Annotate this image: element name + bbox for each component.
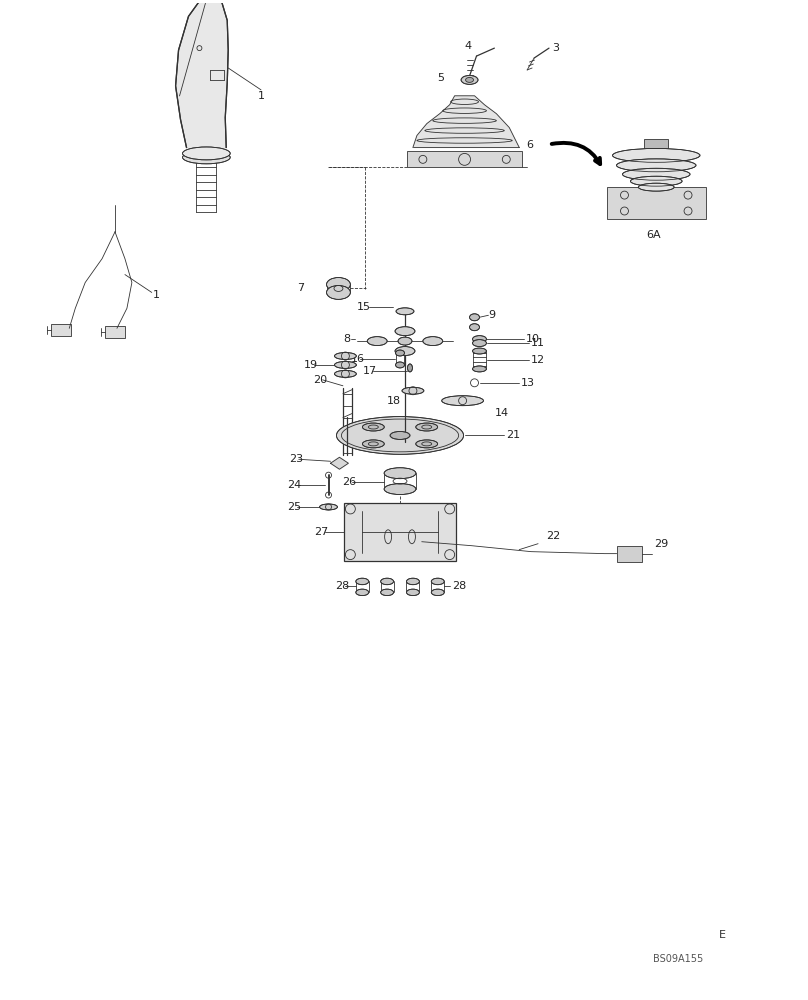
Ellipse shape bbox=[384, 468, 416, 479]
Ellipse shape bbox=[335, 370, 356, 377]
Text: 14: 14 bbox=[494, 408, 508, 418]
Text: 6A: 6A bbox=[646, 230, 661, 240]
Text: 10: 10 bbox=[526, 334, 541, 344]
Text: 28: 28 bbox=[452, 581, 466, 591]
Text: 1: 1 bbox=[258, 91, 265, 101]
FancyBboxPatch shape bbox=[617, 546, 642, 562]
Text: 18: 18 bbox=[387, 396, 402, 406]
Text: 11: 11 bbox=[531, 338, 545, 348]
Text: 8: 8 bbox=[343, 334, 351, 344]
Text: 24: 24 bbox=[287, 480, 301, 490]
Text: E: E bbox=[719, 930, 726, 940]
Polygon shape bbox=[330, 457, 348, 469]
Ellipse shape bbox=[465, 77, 473, 82]
FancyBboxPatch shape bbox=[644, 139, 668, 149]
Text: 20: 20 bbox=[313, 375, 326, 385]
Ellipse shape bbox=[320, 504, 338, 510]
Text: 29: 29 bbox=[654, 539, 668, 549]
Ellipse shape bbox=[442, 396, 483, 406]
Text: 19: 19 bbox=[304, 360, 318, 370]
Text: 25: 25 bbox=[287, 502, 301, 512]
Text: 12: 12 bbox=[531, 355, 545, 365]
Ellipse shape bbox=[381, 578, 393, 585]
Text: 27: 27 bbox=[314, 527, 329, 537]
Ellipse shape bbox=[416, 423, 438, 431]
Ellipse shape bbox=[390, 431, 410, 439]
Ellipse shape bbox=[326, 285, 351, 299]
Text: BS09A155: BS09A155 bbox=[654, 954, 704, 964]
Text: 23: 23 bbox=[288, 454, 303, 464]
Ellipse shape bbox=[431, 578, 444, 585]
FancyBboxPatch shape bbox=[407, 151, 522, 167]
Ellipse shape bbox=[473, 340, 486, 347]
Ellipse shape bbox=[416, 440, 438, 448]
Polygon shape bbox=[175, 0, 228, 147]
Text: 17: 17 bbox=[364, 366, 377, 376]
Ellipse shape bbox=[622, 168, 690, 180]
Ellipse shape bbox=[356, 589, 368, 596]
Ellipse shape bbox=[469, 314, 479, 321]
Ellipse shape bbox=[469, 324, 479, 331]
Ellipse shape bbox=[368, 337, 387, 346]
Text: 28: 28 bbox=[335, 581, 350, 591]
Text: 4: 4 bbox=[465, 41, 472, 51]
Ellipse shape bbox=[395, 327, 415, 336]
Ellipse shape bbox=[398, 337, 412, 345]
FancyBboxPatch shape bbox=[344, 503, 456, 561]
Ellipse shape bbox=[396, 350, 405, 356]
Ellipse shape bbox=[335, 361, 356, 368]
Text: 6: 6 bbox=[526, 140, 533, 150]
Ellipse shape bbox=[406, 578, 419, 585]
Ellipse shape bbox=[461, 75, 478, 84]
Text: 26: 26 bbox=[343, 477, 356, 487]
Ellipse shape bbox=[406, 589, 419, 596]
Ellipse shape bbox=[617, 159, 696, 172]
Ellipse shape bbox=[363, 440, 385, 448]
FancyBboxPatch shape bbox=[105, 326, 125, 338]
Text: 3: 3 bbox=[552, 43, 559, 53]
Text: 22: 22 bbox=[546, 531, 560, 541]
Ellipse shape bbox=[396, 362, 405, 368]
Ellipse shape bbox=[423, 337, 443, 346]
Ellipse shape bbox=[473, 366, 486, 372]
Ellipse shape bbox=[396, 308, 414, 315]
Text: 1: 1 bbox=[153, 290, 160, 300]
Ellipse shape bbox=[335, 353, 356, 359]
Ellipse shape bbox=[395, 347, 415, 356]
Text: 13: 13 bbox=[521, 378, 535, 388]
Ellipse shape bbox=[612, 148, 700, 162]
Ellipse shape bbox=[473, 336, 486, 343]
Ellipse shape bbox=[183, 147, 230, 160]
FancyBboxPatch shape bbox=[607, 187, 706, 219]
Ellipse shape bbox=[183, 151, 230, 164]
Polygon shape bbox=[413, 96, 520, 147]
Ellipse shape bbox=[363, 423, 385, 431]
Text: 5: 5 bbox=[437, 73, 444, 83]
Text: 9: 9 bbox=[488, 310, 495, 320]
Text: 7: 7 bbox=[297, 283, 304, 293]
Ellipse shape bbox=[326, 278, 351, 291]
Ellipse shape bbox=[630, 176, 682, 186]
Ellipse shape bbox=[336, 417, 464, 454]
Text: 15: 15 bbox=[357, 302, 372, 312]
Ellipse shape bbox=[431, 589, 444, 596]
FancyBboxPatch shape bbox=[52, 324, 71, 336]
Text: 16: 16 bbox=[351, 354, 364, 364]
Ellipse shape bbox=[356, 578, 368, 585]
Ellipse shape bbox=[407, 364, 412, 372]
Ellipse shape bbox=[473, 348, 486, 354]
Ellipse shape bbox=[402, 387, 424, 394]
Ellipse shape bbox=[384, 484, 416, 495]
Ellipse shape bbox=[381, 589, 393, 596]
Ellipse shape bbox=[638, 183, 674, 191]
Text: 21: 21 bbox=[507, 430, 520, 440]
